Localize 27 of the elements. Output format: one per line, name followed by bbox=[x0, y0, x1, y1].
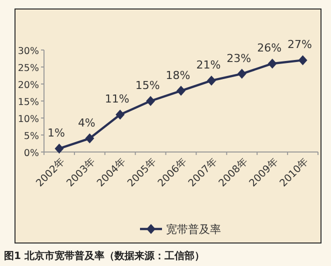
point bbox=[85, 133, 94, 144]
y-tick-label: 25% bbox=[18, 63, 39, 74]
text: 15% bbox=[135, 79, 160, 92]
point bbox=[146, 96, 156, 106]
y-tick-label: 15% bbox=[18, 97, 39, 108]
y-tick-label: 0% bbox=[24, 148, 39, 159]
text: 26% bbox=[257, 42, 282, 55]
text: 18% bbox=[166, 68, 190, 82]
point bbox=[206, 76, 216, 86]
point bbox=[237, 68, 246, 79]
text: 23% bbox=[226, 52, 252, 65]
legend-label: 宽带普及率 bbox=[166, 223, 221, 236]
caption: 图1 北京市宽带普及率（数据来源：工信部） bbox=[4, 250, 204, 262]
point bbox=[298, 55, 308, 66]
text: 27% bbox=[288, 38, 312, 52]
text: 11% bbox=[104, 92, 130, 106]
point bbox=[268, 58, 277, 69]
point bbox=[54, 144, 64, 154]
y-tick-label: 5% bbox=[24, 131, 39, 142]
text: 1% bbox=[47, 126, 65, 140]
text: 21% bbox=[196, 58, 221, 72]
point bbox=[176, 86, 186, 96]
y-tick-label: 20% bbox=[18, 80, 39, 91]
point bbox=[116, 110, 125, 120]
text: 4% bbox=[78, 116, 96, 130]
y-tick-label: 10% bbox=[18, 114, 39, 125]
y-tick-label: 30% bbox=[18, 46, 39, 57]
